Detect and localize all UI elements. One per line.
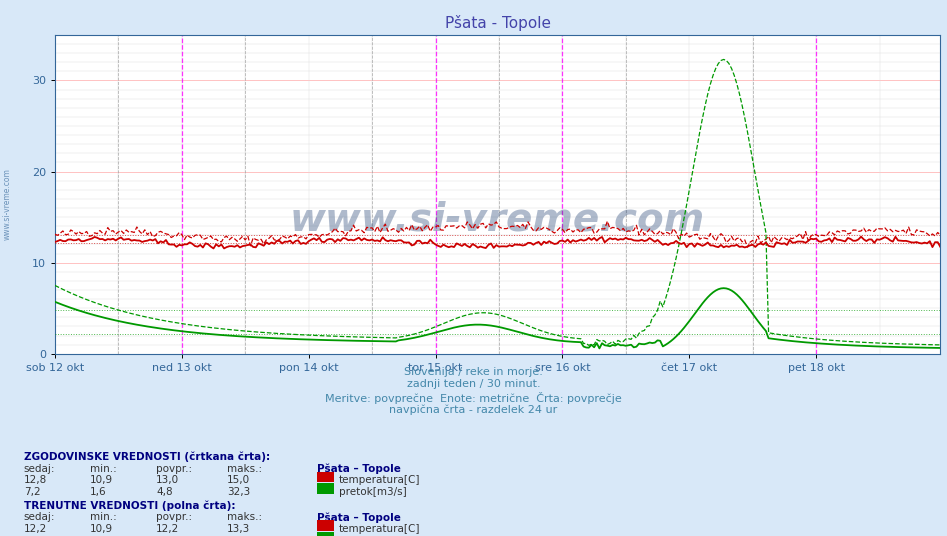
Text: 13,3: 13,3 <box>227 524 251 534</box>
Text: pretok[m3/s]: pretok[m3/s] <box>339 487 407 497</box>
Text: temperatura[C]: temperatura[C] <box>339 475 420 486</box>
Text: povpr.:: povpr.: <box>156 464 192 474</box>
Text: 10,9: 10,9 <box>90 475 113 486</box>
Text: sedaj:: sedaj: <box>24 464 55 474</box>
Text: 13,0: 13,0 <box>156 475 179 486</box>
Title: Pšata - Topole: Pšata - Topole <box>445 15 550 31</box>
Text: navpična črta - razdelek 24 ur: navpična črta - razdelek 24 ur <box>389 404 558 415</box>
Text: 12,2: 12,2 <box>24 524 47 534</box>
Text: 15,0: 15,0 <box>227 475 250 486</box>
Text: min.:: min.: <box>90 464 116 474</box>
Text: 4,8: 4,8 <box>156 487 173 497</box>
Text: temperatura[C]: temperatura[C] <box>339 524 420 534</box>
Text: min.:: min.: <box>90 512 116 523</box>
Text: 12,2: 12,2 <box>156 524 180 534</box>
Text: 1,6: 1,6 <box>90 487 107 497</box>
Text: TRENUTNE VREDNOSTI (polna črta):: TRENUTNE VREDNOSTI (polna črta): <box>24 500 235 511</box>
Text: 10,9: 10,9 <box>90 524 113 534</box>
Text: Meritve: povprečne  Enote: metrične  Črta: povprečje: Meritve: povprečne Enote: metrične Črta:… <box>325 392 622 404</box>
Text: 32,3: 32,3 <box>227 487 251 497</box>
Text: maks.:: maks.: <box>227 464 262 474</box>
Text: sedaj:: sedaj: <box>24 512 55 523</box>
Text: www.si-vreme.com: www.si-vreme.com <box>3 168 12 240</box>
Text: Pšata – Topole: Pšata – Topole <box>317 512 402 523</box>
Text: povpr.:: povpr.: <box>156 512 192 523</box>
Text: zadnji teden / 30 minut.: zadnji teden / 30 minut. <box>406 379 541 390</box>
Text: ZGODOVINSKE VREDNOSTI (črtkana črta):: ZGODOVINSKE VREDNOSTI (črtkana črta): <box>24 451 270 462</box>
Text: maks.:: maks.: <box>227 512 262 523</box>
Text: 12,8: 12,8 <box>24 475 47 486</box>
Text: www.si-vreme.com: www.si-vreme.com <box>290 201 706 239</box>
Text: 7,2: 7,2 <box>24 487 41 497</box>
Text: Pšata – Topole: Pšata – Topole <box>317 464 402 474</box>
Text: Slovenija / reke in morje.: Slovenija / reke in morje. <box>404 367 543 377</box>
